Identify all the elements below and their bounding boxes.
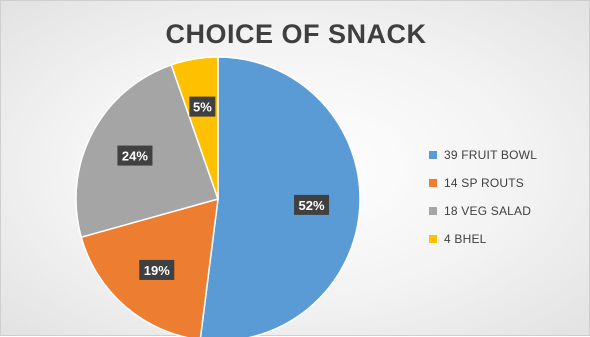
data-label-text: 5% xyxy=(193,100,212,115)
data-label-box xyxy=(189,96,216,117)
legend-label: 39 FRUIT BOWL xyxy=(444,148,538,162)
data-label-text: 19% xyxy=(144,263,170,278)
legend-item-4-bhel: 4 BHEL xyxy=(429,225,589,253)
pie-slices xyxy=(75,56,361,337)
pie-data-labels: 52% 19% 24% 5% xyxy=(117,96,330,280)
pie-slice-4-bhel xyxy=(170,56,219,200)
legend-item-14-sp-routs: 14 SP ROUTS xyxy=(429,169,589,197)
legend-label: 4 BHEL xyxy=(444,232,487,246)
chart-legend: 39 FRUIT BOWL 14 SP ROUTS 18 VEG SALAD 4 BH… xyxy=(429,141,589,253)
pie-slice-39-fruit-bowl xyxy=(199,56,361,337)
data-label-4-bhel: 5% xyxy=(189,96,216,117)
legend-swatch xyxy=(429,235,437,243)
data-label-14-sp-routs: 19% xyxy=(139,259,175,280)
data-label-text: 52% xyxy=(299,198,325,213)
legend-swatch xyxy=(429,151,437,159)
data-label-text: 24% xyxy=(122,149,148,164)
legend-label: 18 VEG SALAD xyxy=(444,204,532,218)
data-label-18-veg-salad: 24% xyxy=(117,145,153,166)
legend-item-18-veg-salad: 18 VEG SALAD xyxy=(429,197,589,225)
legend-swatch xyxy=(429,207,437,215)
data-label-box xyxy=(294,194,330,215)
legend-label: 14 SP ROUTS xyxy=(444,176,525,190)
legend-item-39-fruit-bowl: 39 FRUIT BOWL xyxy=(429,141,589,169)
chart-title: CHOICE OF SNACK xyxy=(165,19,427,49)
data-label-39-fruit-bowl: 52% xyxy=(294,194,330,215)
data-label-box xyxy=(117,145,153,166)
data-label-box xyxy=(139,259,175,280)
legend-swatch xyxy=(429,179,437,187)
